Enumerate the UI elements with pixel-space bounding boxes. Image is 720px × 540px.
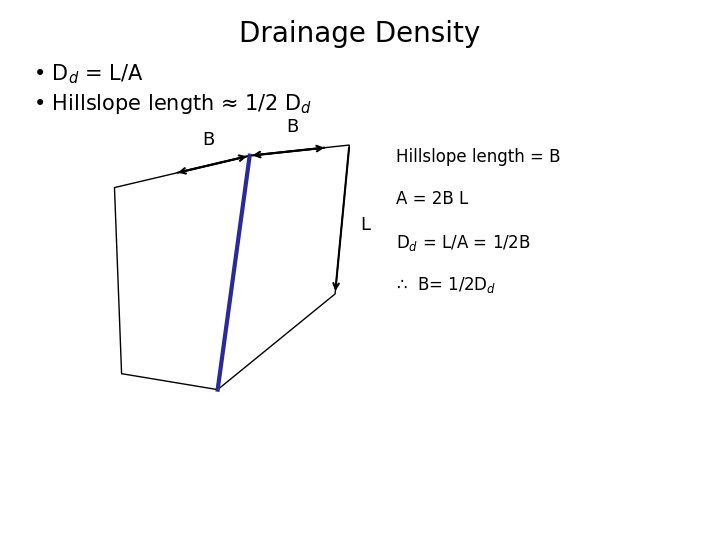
Text: Hillslope length = B: Hillslope length = B — [395, 148, 560, 166]
Text: • D$_d$ = L/A: • D$_d$ = L/A — [32, 63, 143, 86]
Text: B: B — [203, 131, 215, 149]
Polygon shape — [114, 156, 250, 390]
Text: • Hillslope length ≈ 1/2 D$_d$: • Hillslope length ≈ 1/2 D$_d$ — [32, 92, 311, 116]
Text: Drainage Density: Drainage Density — [239, 20, 481, 48]
Text: ∴  B= 1/2D$_d$: ∴ B= 1/2D$_d$ — [395, 275, 496, 295]
Text: D$_d$ = L/A = 1/2B: D$_d$ = L/A = 1/2B — [395, 233, 530, 253]
Text: L: L — [360, 216, 370, 234]
Text: B: B — [286, 118, 298, 136]
Text: A = 2B L: A = 2B L — [395, 190, 468, 208]
Polygon shape — [217, 145, 349, 390]
